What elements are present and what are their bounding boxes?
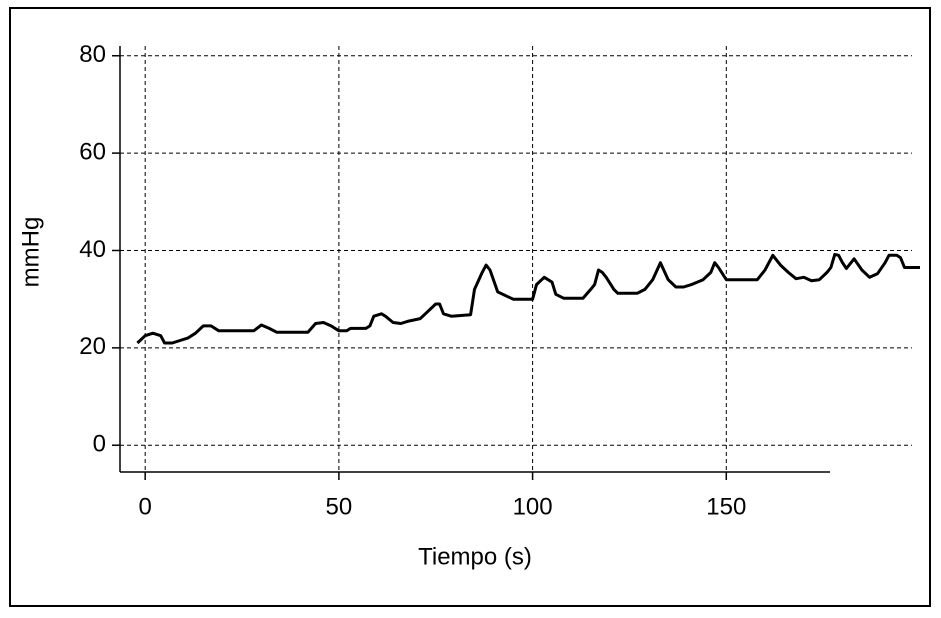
data-line — [136, 252, 920, 345]
x-axis-label: Tiempo (s) — [418, 543, 532, 570]
y-tick-label: 0 — [93, 431, 106, 458]
y-tick-label: 80 — [79, 41, 106, 68]
y-tick-label: 60 — [79, 138, 106, 165]
frame — [9, 7, 931, 607]
x-tick-label: 50 — [326, 493, 353, 520]
x-tick-label: 0 — [139, 493, 152, 520]
y-tick-label: 20 — [79, 333, 106, 360]
y-axis-label: mmHg — [17, 217, 44, 288]
y-tick-label: 40 — [79, 236, 106, 263]
x-tick-label: 100 — [513, 493, 553, 520]
x-tick-label: 150 — [706, 493, 746, 520]
